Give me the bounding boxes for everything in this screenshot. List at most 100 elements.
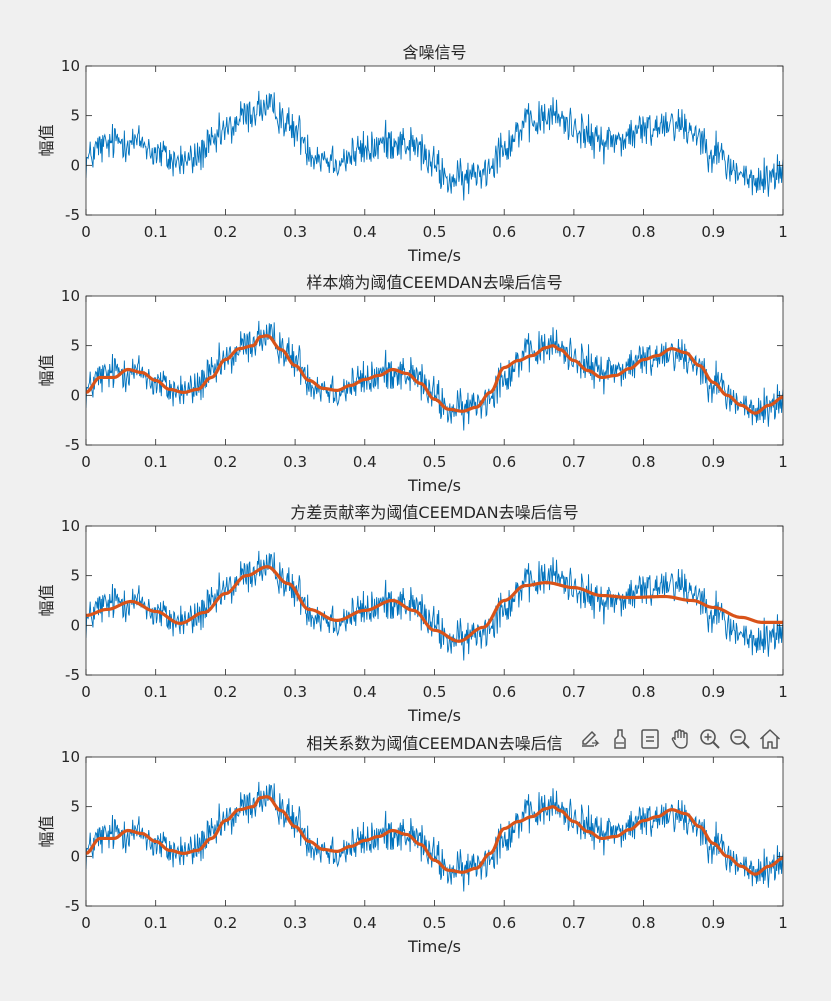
y-tick-label: 5 [70,567,80,585]
brush-icon[interactable] [608,727,632,751]
x-tick-label: 0.4 [353,683,377,701]
x-tick-label: 0.8 [632,683,656,701]
axes-background [86,296,783,445]
x-tick-label: 0.5 [423,453,447,471]
x-tick-label: 0.9 [701,453,725,471]
x-tick-label: 0.2 [213,223,237,241]
x-tick-label: 0.4 [353,223,377,241]
x-tick-label: 0 [81,683,91,701]
y-tick-label: 5 [70,798,80,816]
denoised-signal-line [86,334,783,415]
denoised-signal-line [86,565,783,643]
x-tick-label: 0 [81,453,91,471]
y-tick-label: 0 [70,616,80,634]
y-axis-label: 幅值 [37,124,56,156]
x-axis-label: Time/s [407,476,461,495]
y-tick-label: 0 [70,847,80,865]
x-tick-label: 1 [778,223,788,241]
x-tick-label: 0.3 [283,683,307,701]
noisy-series-layer [86,550,783,661]
subplot-title: 方差贡献率为阈值CEEMDAN去噪后信号 [290,503,578,522]
denoised-series-layer [86,795,783,876]
x-tick-label: 0.6 [492,223,516,241]
y-tick-label: 0 [70,156,80,174]
x-tick-label: 1 [778,683,788,701]
x-tick-label: 0.9 [701,683,725,701]
zoom-out-icon[interactable] [728,727,752,751]
x-axis-label: Time/s [407,937,461,956]
axes-background [86,757,783,906]
x-tick-label: 0.8 [632,914,656,932]
x-tick-label: 0.4 [353,914,377,932]
x-tick-label: 0.8 [632,223,656,241]
y-axis-label: 幅值 [37,584,56,616]
x-tick-label: 0.8 [632,453,656,471]
x-tick-label: 0.6 [492,683,516,701]
x-tick-label: 0.9 [701,914,725,932]
noisy-signal-line [86,550,783,661]
x-axis-label: Time/s [407,246,461,265]
x-tick-label: 0.7 [562,453,586,471]
subplot-title: 含噪信号 [402,43,466,62]
x-tick-label: 0.1 [144,223,168,241]
y-tick-label: 10 [61,287,80,305]
y-tick-label: 5 [70,337,80,355]
home-icon[interactable] [758,727,782,751]
x-tick-label: 0.1 [144,453,168,471]
axes-background [86,66,783,215]
x-tick-label: 0.3 [283,223,307,241]
denoised-series-layer [86,334,783,415]
y-tick-label: 10 [61,57,80,75]
y-tick-label: -5 [65,666,80,684]
axes-toolbar [576,726,784,752]
y-tick-label: 10 [61,517,80,535]
y-tick-label: 0 [70,386,80,404]
denoised-signal-line [86,795,783,876]
x-tick-label: 0 [81,223,91,241]
x-tick-label: 0 [81,914,91,932]
x-tick-label: 0.1 [144,914,168,932]
x-tick-label: 0.2 [213,453,237,471]
pan-hand-icon[interactable] [668,727,692,751]
x-tick-label: 1 [778,914,788,932]
y-tick-label: -5 [65,436,80,454]
x-tick-label: 0.2 [213,683,237,701]
y-tick-label: -5 [65,206,80,224]
x-tick-label: 0.2 [213,914,237,932]
y-axis-label: 幅值 [37,354,56,386]
x-tick-label: 0.9 [701,223,725,241]
y-tick-label: 10 [61,748,80,766]
x-tick-label: 1 [778,453,788,471]
subplot-title: 相关系数为阈值CEEMDAN去噪后信 [306,734,562,753]
export-icon[interactable] [578,727,602,751]
x-tick-label: 0.5 [423,223,447,241]
zoom-in-icon[interactable] [698,727,722,751]
y-tick-label: -5 [65,897,80,915]
x-tick-label: 0.6 [492,914,516,932]
x-tick-label: 0.7 [562,683,586,701]
x-tick-label: 0.5 [423,683,447,701]
x-tick-label: 0.5 [423,914,447,932]
x-tick-label: 0.1 [144,683,168,701]
noisy-series-layer [86,90,783,201]
x-tick-label: 0.6 [492,453,516,471]
y-axis-label: 幅值 [37,815,56,847]
x-tick-label: 0.3 [283,914,307,932]
noisy-signal-line [86,90,783,201]
x-tick-label: 0.7 [562,914,586,932]
subplot-title: 样本熵为阈值CEEMDAN去噪后信号 [306,273,562,292]
data-tip-icon[interactable] [638,727,662,751]
denoised-series-layer [86,565,783,643]
axes-background [86,526,783,675]
x-tick-label: 0.4 [353,453,377,471]
x-tick-label: 0.3 [283,453,307,471]
